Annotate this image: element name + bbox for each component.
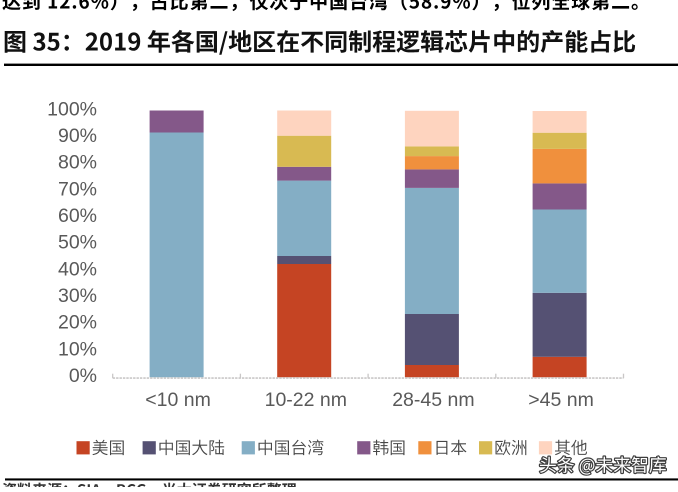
svg-text:90%: 90%	[58, 125, 97, 147]
svg-text:80%: 80%	[58, 152, 97, 174]
svg-text:<10 nm: <10 nm	[145, 389, 211, 411]
svg-text:10%: 10%	[58, 338, 97, 360]
svg-text:0%: 0%	[69, 365, 97, 387]
svg-text:100%: 100%	[47, 98, 97, 120]
svg-text:>45 nm: >45 nm	[528, 389, 594, 411]
svg-text:70%: 70%	[58, 178, 97, 200]
svg-text:50%: 50%	[58, 232, 97, 254]
svg-text:20%: 20%	[58, 312, 97, 334]
svg-text:40%: 40%	[58, 258, 97, 280]
svg-text:60%: 60%	[58, 205, 97, 227]
svg-text:10-22 nm: 10-22 nm	[265, 389, 347, 411]
svg-text:30%: 30%	[58, 285, 97, 307]
svg-text:28-45 nm: 28-45 nm	[392, 389, 474, 411]
